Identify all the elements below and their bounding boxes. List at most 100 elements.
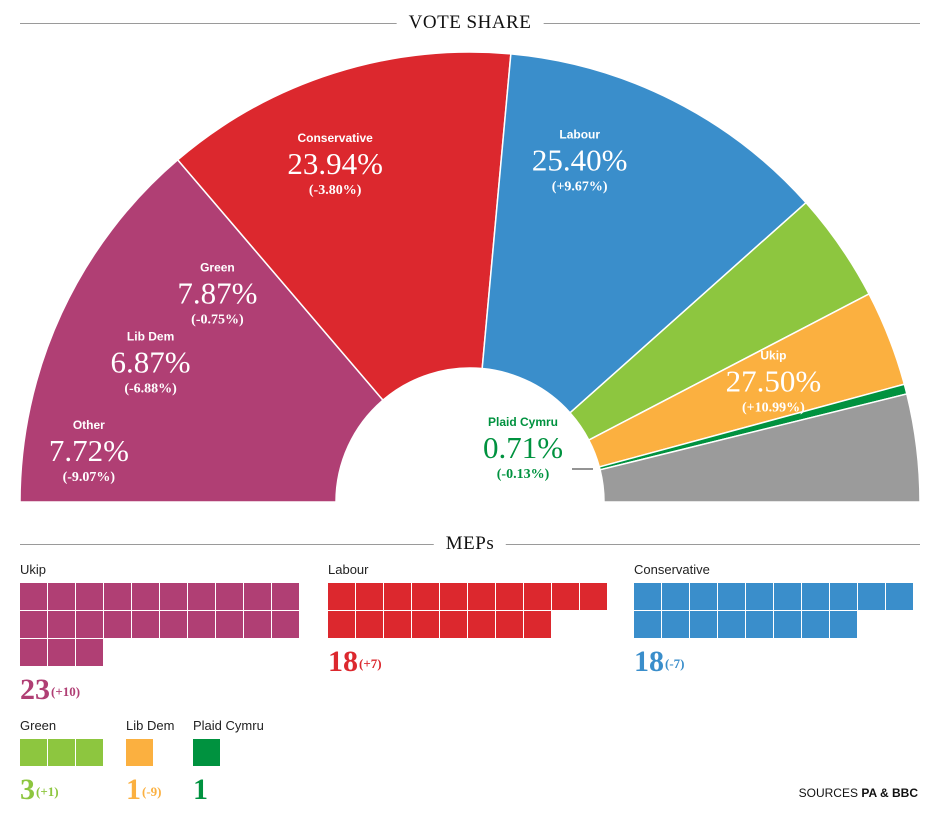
seat-square	[188, 611, 215, 638]
seat-square	[830, 583, 857, 610]
meps-labour: Labour 18(+7)	[328, 562, 618, 677]
seat-square	[886, 583, 913, 610]
seat-square	[272, 583, 299, 610]
meps-ukip: Ukip 23(+10)	[20, 562, 310, 705]
slice-party-label: Other	[73, 418, 105, 432]
seat-grid	[20, 739, 120, 767]
seat-square	[328, 611, 355, 638]
seat-square	[48, 583, 75, 610]
seat-square	[104, 611, 131, 638]
seat-square	[774, 611, 801, 638]
slice-ukip	[19, 158, 385, 503]
seat-square	[440, 583, 467, 610]
seat-square	[188, 583, 215, 610]
slice-percent-label: 7.72%	[49, 433, 129, 468]
seat-square	[20, 639, 47, 666]
slice-percent-label: 6.87%	[111, 344, 191, 379]
seat-square	[662, 583, 689, 610]
seat-square	[193, 739, 220, 766]
slice-party-label: Lib Dem	[127, 329, 174, 343]
sources-credit: SOURCES PA & BBC	[798, 786, 918, 800]
seat-square	[160, 583, 187, 610]
seat-square	[746, 583, 773, 610]
seat-square	[356, 611, 383, 638]
seat-square	[132, 611, 159, 638]
seat-square	[20, 583, 47, 610]
slice-change-label: (-0.13%)	[497, 467, 550, 482]
seat-square	[20, 611, 47, 638]
seat-square	[48, 639, 75, 666]
seat-count: 1	[193, 773, 208, 806]
vote-share-title: VOTE SHARE	[396, 12, 544, 34]
seat-grid	[634, 583, 924, 639]
slice-percent-label: 0.71%	[483, 430, 563, 465]
seat-square	[76, 611, 103, 638]
party-name: Conservative	[634, 562, 710, 577]
seat-square	[524, 611, 551, 638]
seat-square	[160, 611, 187, 638]
seat-square	[216, 611, 243, 638]
seat-square	[328, 583, 355, 610]
seat-square	[76, 739, 103, 766]
seat-square	[104, 583, 131, 610]
seat-square	[272, 611, 299, 638]
slice-party-label: Ukip	[760, 349, 786, 363]
party-name: Green	[20, 718, 57, 733]
vote-share-header: VOTE SHARE	[20, 12, 920, 36]
party-name: Labour	[328, 562, 369, 577]
slice-change-label: (+9.67%)	[552, 179, 608, 194]
slice-percent-label: 25.40%	[532, 142, 628, 177]
seat-square	[496, 583, 523, 610]
meps-plaid-cymru: Plaid Cymru 1	[193, 718, 264, 805]
meps-header: MEPs	[20, 533, 920, 557]
party-name: Ukip	[20, 562, 47, 577]
meps-conservative: Conservative 18(-7)	[634, 562, 924, 677]
seat-square	[524, 583, 551, 610]
meps-lib-dem: Lib Dem 1(-9)	[126, 718, 186, 805]
seat-square	[718, 583, 745, 610]
slice-party-label: Conservative	[297, 131, 373, 145]
party-name: Lib Dem	[126, 718, 175, 733]
seat-count: 23(+10)	[20, 673, 81, 706]
seat-square	[132, 583, 159, 610]
slice-conservative	[481, 53, 808, 414]
slice-percent-label: 7.87%	[177, 275, 257, 310]
slice-labour	[176, 51, 512, 402]
meps-green: Green 3(+1)	[20, 718, 120, 805]
slice-party-label: Plaid Cymru	[488, 415, 558, 429]
slice-change-label: (-9.07%)	[63, 470, 116, 485]
slice-percent-label: 27.50%	[726, 364, 822, 399]
slice-change-label: (-6.88%)	[124, 381, 177, 396]
seat-square	[552, 583, 579, 610]
seat-square	[20, 739, 47, 766]
slice-change-label: (-3.80%)	[309, 183, 362, 198]
seat-grid	[20, 583, 310, 667]
seat-square	[244, 611, 271, 638]
seat-square	[662, 611, 689, 638]
seat-square	[634, 583, 661, 610]
seat-square	[802, 611, 829, 638]
seat-square	[76, 583, 103, 610]
slice-party-label: Green	[200, 260, 235, 274]
seat-square	[468, 583, 495, 610]
seat-square	[468, 611, 495, 638]
seat-grid	[328, 583, 618, 639]
slice-change-label: (-0.75%)	[191, 312, 244, 327]
seat-square	[802, 583, 829, 610]
seat-square	[356, 583, 383, 610]
party-name: Plaid Cymru	[193, 718, 264, 733]
slice-party-label: Labour	[559, 127, 600, 141]
seat-square	[440, 611, 467, 638]
slice-change-label: (+10.99%)	[742, 401, 805, 416]
seat-square	[580, 583, 607, 610]
seat-square	[858, 583, 885, 610]
slice-percent-label: 23.94%	[287, 146, 383, 181]
seat-square	[774, 583, 801, 610]
seat-count: 3(+1)	[20, 773, 59, 806]
